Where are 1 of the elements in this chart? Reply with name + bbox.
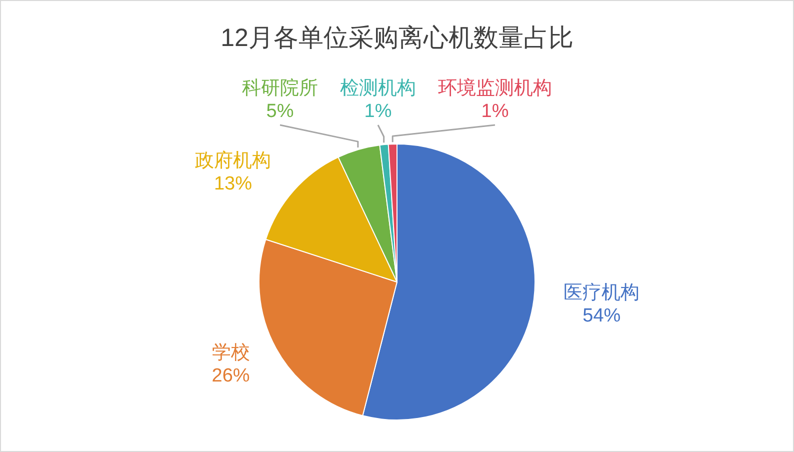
title: 12月各单位采购离心机数量占比 (220, 24, 574, 52)
